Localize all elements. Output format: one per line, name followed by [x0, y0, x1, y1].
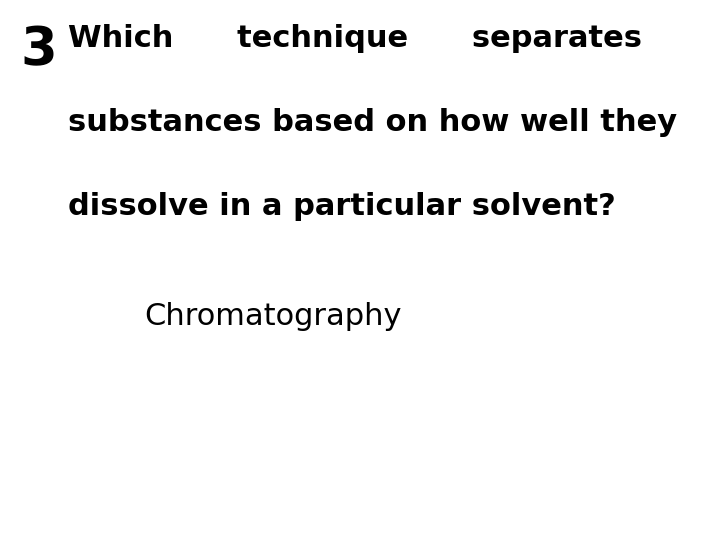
Text: Chromatography: Chromatography	[144, 302, 402, 332]
Text: Which      technique      separates: Which technique separates	[68, 24, 642, 53]
Text: dissolve in a particular solvent?: dissolve in a particular solvent?	[68, 192, 616, 221]
Text: 3: 3	[20, 24, 57, 76]
Text: substances based on how well they: substances based on how well they	[68, 108, 678, 137]
